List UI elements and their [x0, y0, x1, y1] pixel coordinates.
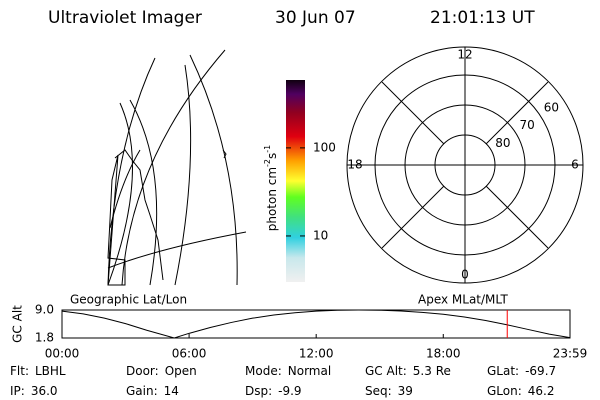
field-label: GLon:	[487, 384, 522, 398]
field-value: Normal	[288, 364, 331, 378]
lat-ring	[404, 104, 526, 226]
field-label: Seq:	[365, 384, 392, 398]
field-value: 14	[164, 384, 179, 398]
mlt-label: 6	[571, 158, 579, 172]
field-value: -9.9	[278, 384, 301, 398]
lat-ring	[434, 134, 496, 196]
field-label: GC Alt:	[365, 364, 407, 378]
x-tick-label: 00:00	[45, 347, 80, 361]
time: 21:01:13 UT	[430, 8, 535, 28]
colorbar-label: photon cm-2s-1	[263, 145, 279, 232]
status-field: GLon: 46.2	[487, 384, 554, 398]
field-value: 39	[398, 384, 413, 398]
geo-map	[107, 49, 247, 286]
apex-title: Apex MLat/MLT	[418, 293, 508, 307]
field-value: 36.0	[31, 384, 58, 398]
status-field: Flt: LBHL	[10, 364, 66, 378]
mlt-label: 12	[457, 48, 472, 62]
field-value: LBHL	[35, 364, 66, 378]
status-field: GLat: -69.7	[487, 364, 556, 378]
colorbar	[286, 80, 305, 282]
x-tick-label: 23:59	[553, 347, 588, 361]
x-tick-label: 18:00	[426, 347, 461, 361]
unit-text: s	[265, 153, 279, 159]
field-label: GLat:	[487, 364, 519, 378]
altitude-line	[61, 309, 571, 339]
unit-exp: -2	[263, 159, 272, 167]
field-value: -69.7	[525, 364, 556, 378]
lat-label: 70	[520, 118, 535, 132]
status-field: Door: Open	[126, 364, 197, 378]
field-label: Dsp:	[245, 384, 272, 398]
plot-frame	[61, 309, 571, 339]
status-field: Dsp: -9.9	[245, 384, 302, 398]
lat-label: 60	[544, 101, 559, 115]
geo-title: Geographic Lat/Lon	[70, 293, 187, 307]
x-tick-label: 12:00	[299, 347, 334, 361]
field-label: Door:	[126, 364, 159, 378]
mlt-label: 0	[461, 268, 469, 282]
polar-plot	[346, 46, 584, 284]
date: 30 Jun 07	[275, 8, 356, 28]
status-field: GC Alt: 5.3 Re	[365, 364, 451, 378]
instrument: Ultraviolet Imager	[48, 8, 202, 28]
status-field: Mode: Normal	[245, 364, 331, 378]
colorbar-tick-label: 100	[313, 140, 336, 154]
status-field: IP: 36.0	[10, 384, 58, 398]
status-field: Gain: 14	[126, 384, 179, 398]
status-field: Seq: 39	[365, 384, 413, 398]
field-label: IP:	[10, 384, 25, 398]
lat-label: 80	[495, 136, 510, 150]
field-label: Mode:	[245, 364, 282, 378]
field-value: Open	[165, 364, 197, 378]
unit-exp: -1	[263, 145, 272, 153]
y-tick-label: 1.8	[35, 331, 54, 345]
field-label: Flt:	[10, 364, 29, 378]
y-axis-label: GC Alt	[11, 305, 25, 343]
x-tick-label: 06:00	[172, 347, 207, 361]
unit-text: photon cm	[265, 167, 279, 231]
mlt-label: 18	[347, 158, 362, 172]
field-value: 46.2	[528, 384, 555, 398]
field-label: Gain:	[126, 384, 158, 398]
field-value: 5.3 Re	[413, 364, 451, 378]
lat-ring	[374, 74, 556, 256]
colorbar-tick-label: 10	[313, 228, 328, 242]
y-tick-label: 9.0	[35, 303, 54, 317]
